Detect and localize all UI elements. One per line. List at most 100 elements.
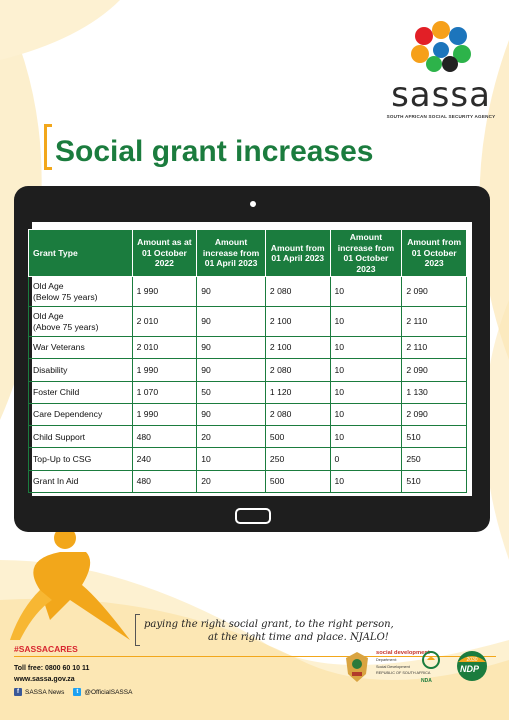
twitter-icon: t [73,688,82,696]
grant-type-cell: Grant In Aid [28,469,133,494]
value-cell: 10 [329,380,403,404]
twitter-handle[interactable]: @OfficialSASSA [84,688,133,696]
logo-wordmark: sassa [391,75,491,115]
logo-agency-name: SOUTH AFRICAN SOCIAL SECURITY AGENCY [386,114,496,119]
nda-label: NDA [421,678,432,684]
value-cell: 1 990 [131,276,198,307]
value-cell: 250 [264,447,331,471]
value-cell: 90 [196,358,266,382]
value-cell: 2 080 [264,358,331,382]
value-cell: 10 [329,335,403,360]
hashtag: #SASSACARES [14,644,78,654]
value-cell: 0 [329,447,403,471]
value-cell: 2 110 [401,306,467,337]
tablet-camera [250,201,256,207]
table-row: Old Age (Above 75 years) 2 010 90 2 100 1… [28,306,467,337]
value-cell: 2 100 [264,306,331,337]
value-cell: 480 [131,425,198,449]
table-row: War Veterans 2 010 90 2 100 10 2 110 [28,335,467,360]
dsd-sub-1: Department: [376,658,397,662]
title-bracket [44,124,52,170]
social-links: f SASSA News t @OfficialSASSA [14,688,132,696]
value-cell: 90 [196,402,266,427]
value-cell: 90 [196,276,266,307]
hands-logo-icon [411,21,471,72]
value-cell: 2 110 [401,335,467,360]
facebook-handle[interactable]: SASSA News [25,688,65,696]
header-increase-apr-2023: Amount increase from 01 April 2023 [196,229,266,277]
value-cell: 10 [329,402,403,427]
value-cell: 510 [401,469,467,494]
facebook-icon: f [14,688,22,696]
table-row: Foster Child 1 070 50 1 120 10 1 130 [28,380,467,404]
grant-type-cell: Top-Up to CSG [28,447,133,471]
grant-type-cell: Old Age (Below 75 years) [28,276,133,307]
running-figure-graphic [10,527,131,640]
dsd-title: social development [376,650,430,656]
header-amount-apr-2023: Amount from 01 April 2023 [264,229,331,277]
dsd-sub-3: REPUBLIC OF SOUTH AFRICA [376,671,431,676]
header-amount-oct-2022: Amount as at 01 October 2022 [131,229,198,277]
nda-logo-icon [422,651,440,669]
value-cell: 250 [401,447,467,471]
value-cell: 480 [131,469,198,494]
table-row: Disability 1 990 90 2 080 10 2 090 [28,358,467,382]
value-cell: 2 010 [131,335,198,360]
header-amount-oct-2023: Amount from 01 October 2023 [401,229,467,277]
grant-type-cell: Old Age (Above 75 years) [28,306,133,337]
grant-type-cell: Foster Child [28,380,133,404]
grant-table: Grant Type Amount as at 01 October 2022 … [28,229,467,494]
tagline-line-1: paying the right social grant, to the ri… [144,619,394,630]
value-cell: 10 [329,469,403,494]
table-row: Child Support 480 20 500 10 510 [28,425,467,449]
ndp-label: NDP [460,664,480,674]
table-row: Top-Up to CSG 240 10 250 0 250 [28,447,467,471]
header-increase-oct-2023: Amount increase from 01 October 2023 [329,229,403,277]
grant-type-cell: War Veterans [28,335,133,360]
value-cell: 2 080 [264,276,331,307]
tagline-bracket [135,614,140,646]
grant-type-cell: Care Dependency [28,402,133,427]
header-grant-type: Grant Type [28,229,133,277]
value-cell: 10 [329,276,403,307]
value-cell: 20 [196,469,266,494]
value-cell: 10 [329,425,403,449]
grant-type-cell: Disability [28,358,133,382]
value-cell: 90 [196,306,266,337]
value-cell: 1 990 [131,358,198,382]
value-cell: 1 070 [131,380,198,404]
value-cell: 50 [196,380,266,404]
grant-type-cell: Child Support [28,425,133,449]
footer-divider [14,656,496,657]
website-link[interactable]: www.sassa.gov.za [14,676,75,683]
coat-of-arms-icon [346,652,368,682]
page-title: Social grant increases [55,135,374,168]
ndp-logo-icon: 2030 [457,651,487,681]
value-cell: 10 [196,447,266,471]
value-cell: 1 990 [131,402,198,427]
table-header-row: Grant Type Amount as at 01 October 2022 … [28,229,467,277]
value-cell: 510 [401,425,467,449]
tagline-line-2: at the right time and place. NJALO! [208,632,389,643]
value-cell: 1 130 [401,380,467,404]
value-cell: 10 [329,306,403,337]
dsd-sub-2: Social Development [376,664,410,669]
table-row: Care Dependency 1 990 90 2 080 10 2 090 [28,402,467,427]
tollfree-number: Toll free: 0800 60 10 11 [14,665,90,672]
table-row: Grant In Aid 480 20 500 10 510 [28,469,467,494]
value-cell: 10 [329,358,403,382]
ndp-year: 2030 [466,657,477,663]
value-cell: 240 [131,447,198,471]
value-cell: 2 100 [264,335,331,360]
dsd-logo: social development Department: Social De… [376,650,436,676]
tablet-home-button [235,508,271,524]
value-cell: 500 [264,469,331,494]
value-cell: 2 080 [264,402,331,427]
value-cell: 1 120 [264,380,331,404]
value-cell: 20 [196,425,266,449]
value-cell: 2 010 [131,306,198,337]
value-cell: 90 [196,335,266,360]
value-cell: 500 [264,425,331,449]
table-row: Old Age (Below 75 years) 1 990 90 2 080 1… [28,276,467,307]
